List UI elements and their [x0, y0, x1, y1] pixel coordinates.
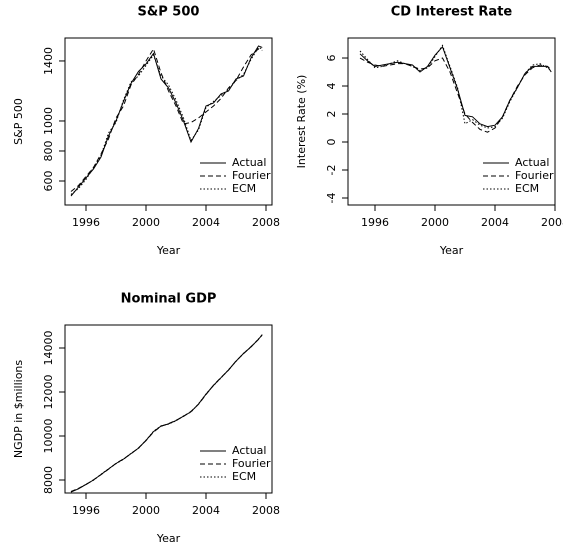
y-tick-label: 12000	[42, 374, 55, 409]
y-tick-label: 6	[325, 55, 338, 62]
legend-label: Fourier	[232, 169, 271, 182]
legend-label: Actual	[515, 156, 549, 169]
y-tick-label: 8000	[42, 466, 55, 494]
plot-frame	[64, 37, 273, 206]
y-axis-label: NGDP in $millions	[12, 360, 25, 459]
x-tick-label: 2000	[132, 216, 160, 229]
x-tick-label: 2004	[481, 216, 509, 229]
series-line	[70, 334, 263, 493]
y-tick-label: 800	[42, 140, 55, 161]
x-tick-label: 2004	[192, 216, 220, 229]
chart-title: Nominal GDP	[121, 292, 217, 307]
x-tick-label: 2008	[252, 216, 280, 229]
panel: CD Interest Rate Year Interest Rate (%) 199…	[295, 5, 563, 258]
legend-label: ECM	[232, 182, 256, 195]
y-tick-label: 600	[42, 170, 55, 191]
panel: S&P 500 Year S&P 500 1996 2000 2004 2008 600 800…	[12, 5, 280, 258]
legend-label: Actual	[232, 444, 266, 457]
legend-label: Fourier	[515, 169, 554, 182]
chart-title: S&P 500	[138, 5, 200, 20]
series-line	[359, 44, 552, 129]
legend-label: ECM	[515, 182, 539, 195]
x-tick-label: 2004	[192, 504, 220, 517]
plot-frame	[64, 324, 273, 494]
y-tick-label: 0	[325, 139, 338, 146]
x-tick-label: 1996	[361, 216, 389, 229]
y-tick-label: 1400	[42, 47, 55, 75]
panel: Nominal GDP Year NGDP in $millions 1996 2000…	[12, 292, 280, 546]
chart-title: CD Interest Rate	[391, 5, 513, 20]
x-tick-label: 1996	[72, 504, 100, 517]
x-tick-label: 2008	[541, 216, 563, 229]
series-line	[359, 57, 552, 133]
legend-label: Actual	[232, 156, 266, 169]
x-tick-label: 2000	[421, 216, 449, 229]
x-axis-label: Year	[439, 244, 464, 257]
series-line	[70, 334, 263, 492]
y-tick-label: 2	[325, 111, 338, 118]
y-axis-label: S&P 500	[12, 98, 25, 145]
x-axis-label: Year	[156, 532, 181, 545]
legend-label: Fourier	[232, 457, 271, 470]
plot-frame	[347, 37, 556, 206]
y-tick-label: 4	[325, 83, 338, 90]
x-axis-label: Year	[156, 244, 181, 257]
x-tick-label: 2000	[132, 504, 160, 517]
y-tick-label: 1000	[42, 107, 55, 135]
x-tick-label: 2008	[252, 504, 280, 517]
x-tick-label: 1996	[72, 216, 100, 229]
y-tick-label: 10000	[42, 418, 55, 453]
y-tick-label: -2	[325, 165, 338, 176]
y-tick-label: 14000	[42, 330, 55, 365]
legend-label: ECM	[232, 470, 256, 483]
y-tick-label: -4	[325, 193, 338, 204]
y-axis-label: Interest Rate (%)	[295, 75, 308, 169]
